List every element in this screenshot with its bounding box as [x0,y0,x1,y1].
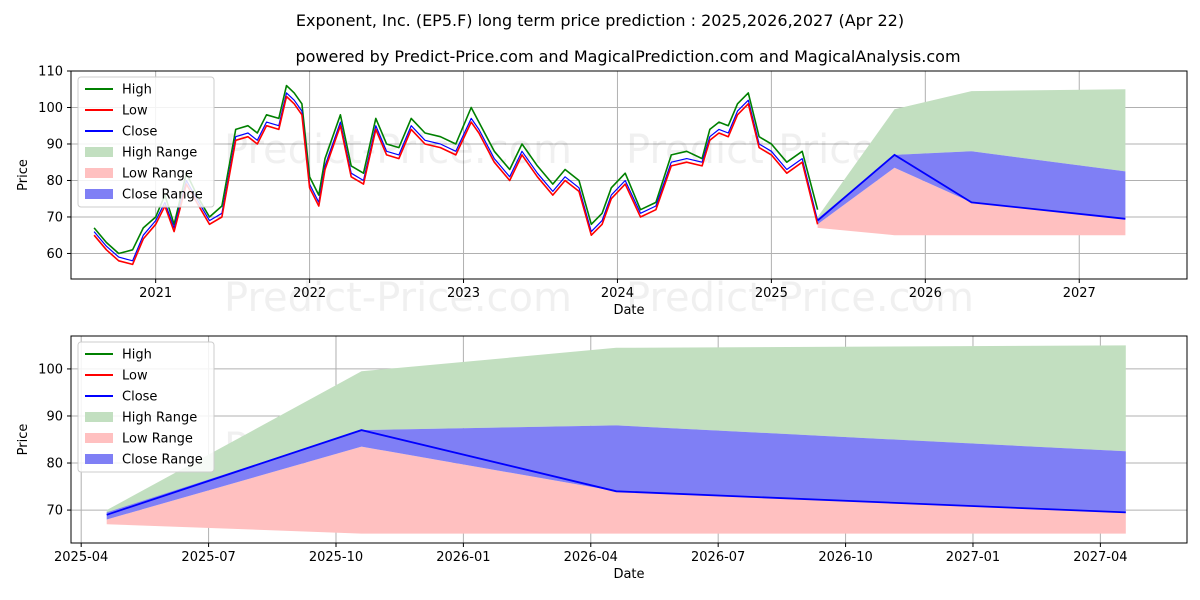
legend-label: High Range [122,146,197,161]
legend-label: High [122,348,152,363]
legend-label: High [122,83,152,98]
y-tick-label: 80 [46,457,63,472]
x-axis-label: Date [613,567,644,582]
chart-title: Exponent, Inc. (EP5.F) long term price p… [296,11,904,30]
y-tick-label: 70 [46,210,63,225]
y-tick-label: 100 [38,101,63,116]
legend-label: Low [122,104,148,119]
x-tick-label: 2027-04 [1073,550,1127,565]
legend-patch-swatch [85,147,113,157]
plot-frame [70,335,1188,544]
high-series-line [93,84,819,255]
legend-patch-swatch [85,189,113,199]
bottom-panel: Predict-Price.comPredict-Price.com2025-0… [16,335,1188,582]
x-tick-label: 2027 [1063,286,1096,301]
y-tick-label: 80 [46,174,63,189]
legend-label: Low Range [122,167,193,182]
legend-label: Close [122,125,157,140]
x-tick-label: 2026-07 [691,550,745,565]
x-tick-label: 2026-04 [564,550,618,565]
legend-label: Close [122,390,157,405]
x-tick-label: 2023 [447,286,480,301]
close-range-area [106,425,1126,520]
close-range-area [817,151,1126,225]
legend-label: Low Range [122,432,193,447]
x-tick-label: 2026-10 [818,550,872,565]
low-range-area [106,446,1126,534]
x-tick-label: 2026 [909,286,942,301]
watermark-text: Predict-Price.com [224,275,572,321]
x-tick-label: 2024 [601,286,634,301]
low-range-area [817,167,1126,236]
x-tick-label: 2025-07 [181,550,235,565]
y-tick-label: 90 [46,409,63,424]
high-range-area [817,89,1126,221]
y-tick-label: 110 [38,65,63,80]
x-axis-label: Date [613,303,644,318]
watermark-text: Predict-Price.com [224,127,572,173]
legend-label: High Range [122,411,197,426]
x-tick-label: 2021 [139,286,172,301]
legend-label: Low [122,369,148,384]
predicted-close-line [106,429,1126,516]
legend-patch-swatch [85,433,113,443]
watermark-text: Predict-Price.com [626,275,974,321]
legend-label: Close Range [122,188,203,203]
y-axis-label: Price [16,424,31,456]
top-panel: Predict-Price.com Predict-Price.com Predic… [16,65,1188,321]
x-tick-label: 2025 [755,286,788,301]
y-axis-label: Price [16,159,31,191]
legend-label: Close Range [122,453,203,468]
chart-subtitle: powered by Predict-Price.com and Magical… [295,47,960,66]
x-tick-label: 2027-01 [946,550,1000,565]
legend-patch-swatch [85,454,113,464]
close-series-line [93,92,819,262]
y-tick-label: 90 [46,137,63,152]
y-tick-label: 100 [38,362,63,377]
legend-patch-swatch [85,412,113,422]
y-tick-label: 60 [46,247,63,262]
predicted-close-line [817,153,1126,222]
x-tick-label: 2026-01 [436,550,490,565]
y-tick-label: 70 [46,504,63,519]
x-tick-label: 2025-04 [54,550,108,565]
x-tick-label: 2025-10 [309,550,363,565]
low-series-line [93,95,819,266]
x-tick-label: 2022 [293,286,326,301]
high-range-area [106,345,1126,515]
plot-frame [70,70,1188,280]
legend-patch-swatch [85,168,113,178]
